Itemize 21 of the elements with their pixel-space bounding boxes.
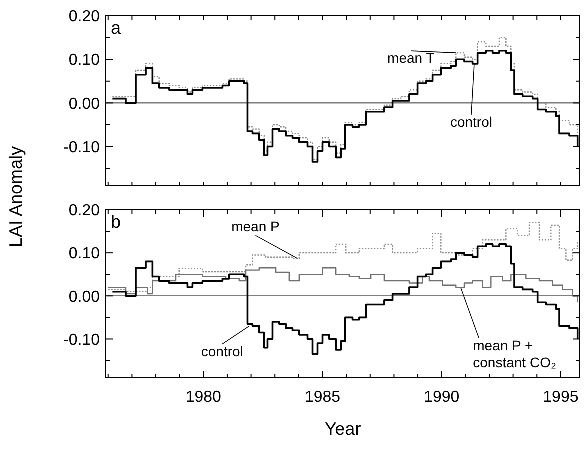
chart-title: a (111, 18, 122, 38)
annotation: control (201, 343, 244, 360)
y-tick-label: 0.10 (68, 246, 100, 263)
x-axis-title: Year (324, 419, 362, 439)
y-tick-label: 0.00 (68, 96, 100, 113)
y-tick-label: 0.10 (68, 52, 100, 70)
x-tick-label: 1980 (186, 389, 222, 406)
annotation: control (450, 114, 492, 130)
annotation: mean P + constant CO₂ (473, 337, 556, 370)
y-tick-label: 0.20 (68, 8, 100, 26)
x-tick-label: 1985 (304, 389, 341, 406)
chart-title: b (111, 212, 122, 232)
y-tick-label: -0.10 (64, 139, 100, 156)
x-tick-label: 1995 (543, 389, 579, 406)
y-tick-label: -0.10 (64, 332, 100, 349)
y-tick-label: 0.20 (68, 202, 100, 220)
x-tick-label: 1990 (424, 389, 460, 406)
y-tick-label: 0.00 (68, 288, 100, 306)
annotation: mean P (232, 218, 280, 235)
annotation: mean T (388, 50, 436, 66)
y-axis-title: LAI Anomaly (6, 146, 26, 248)
